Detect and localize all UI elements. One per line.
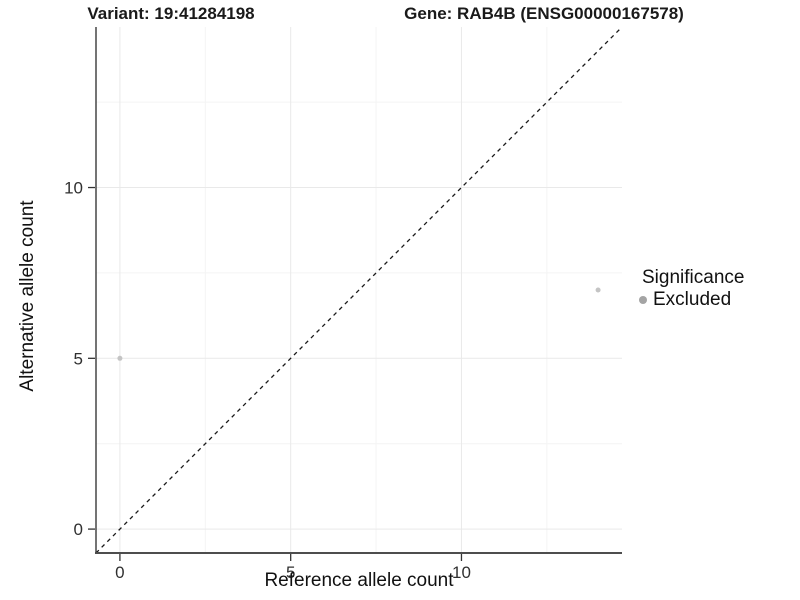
gene-title: Gene: RAB4B (ENSG00000167578) [404, 4, 684, 23]
legend: Significance Excluded [637, 266, 744, 311]
x-tick-label: 0 [115, 563, 124, 582]
x-tick-label: 10 [452, 563, 471, 582]
y-tick-label: 10 [64, 179, 83, 198]
x-axis-title: Reference allele count [264, 570, 454, 591]
legend-title: Significance [642, 267, 745, 288]
y-tick-label: 5 [74, 349, 83, 368]
y-axis-title: Alternative allele count [17, 200, 38, 392]
data-point [117, 355, 123, 361]
legend-item-excluded: Excluded [639, 289, 744, 311]
identity-line [95, 26, 623, 554]
legend-key-dot-icon [639, 296, 647, 304]
x-tick-label: 5 [286, 563, 295, 582]
data-point [595, 287, 601, 293]
legend-item-label: Excluded [653, 289, 732, 310]
y-tick-label: 0 [74, 520, 83, 539]
variant-title: Variant: 19:41284198 [87, 4, 255, 23]
